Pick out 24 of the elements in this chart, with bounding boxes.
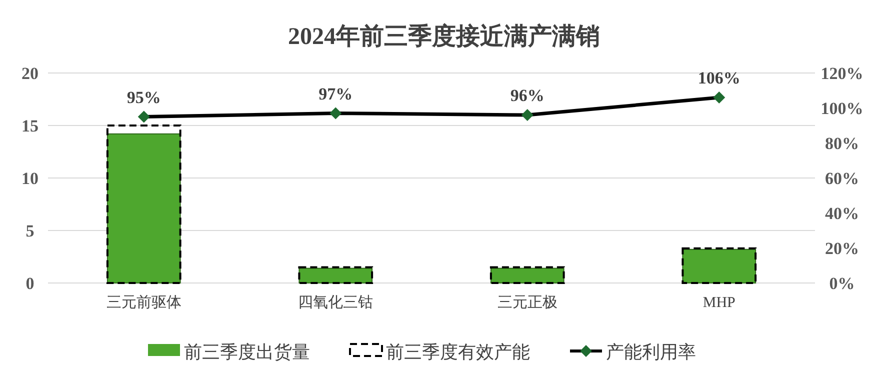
chart-title: 2024年前三季度接近满产满销 xyxy=(288,23,600,50)
data-label: 106% xyxy=(698,68,740,88)
x-tick-label: 三元前驱体 xyxy=(106,294,182,311)
x-tick-label: 三元正极 xyxy=(497,294,558,311)
y-tick-label: 10 xyxy=(22,169,38,188)
y2-tick-label: 100% xyxy=(820,99,864,118)
x-tick-label: MHP xyxy=(702,295,736,311)
y2-tick-label: 20% xyxy=(825,239,859,258)
y2-tick-label: 0% xyxy=(829,274,855,293)
data-label: 97% xyxy=(318,84,353,104)
y2-tick-label: 40% xyxy=(825,204,859,223)
legend-label: 产能利用率 xyxy=(606,342,696,362)
y2-tick-label: 120% xyxy=(820,64,864,83)
y-tick-label: 15 xyxy=(22,116,38,136)
legend-label: 前三季度出货量 xyxy=(184,342,310,362)
y2-tick-label: 80% xyxy=(825,134,859,153)
y-tick-label: 20 xyxy=(22,64,38,83)
x-tick-label: 四氧化三钴 xyxy=(298,294,374,311)
y-tick-label: 5 xyxy=(26,222,34,240)
legend-label: 前三季度有效产能 xyxy=(386,342,530,362)
y-tick-label: 0 xyxy=(26,274,34,293)
y2-tick-label: 60% xyxy=(825,169,859,188)
data-label: 95% xyxy=(126,88,161,107)
data-label: 96% xyxy=(510,86,544,105)
